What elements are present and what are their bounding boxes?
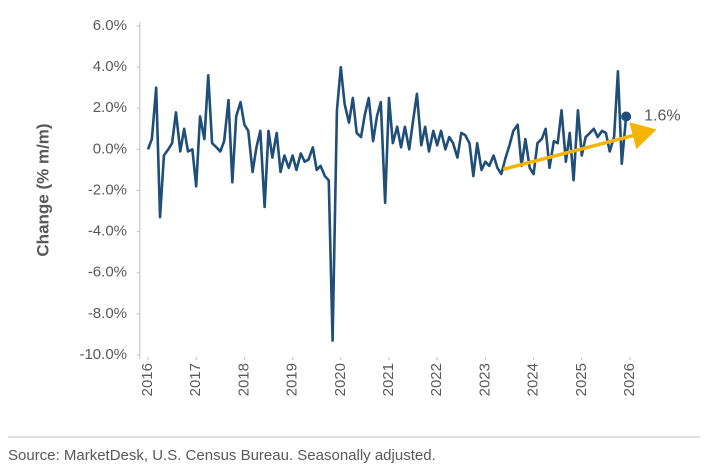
x-tick-label: 2016 — [139, 363, 156, 396]
x-tick-label: 2021 — [380, 363, 397, 396]
y-tick-label: -6.0% — [88, 264, 127, 281]
x-tick-label: 2026 — [621, 363, 638, 396]
y-tick-label: -4.0% — [88, 223, 127, 240]
x-tick-label: 2018 — [235, 363, 252, 396]
end-label: 1.6% — [644, 108, 680, 125]
x-tick-label: 2022 — [428, 363, 445, 396]
y-tick-label: 0.0% — [93, 140, 127, 157]
y-tick-label: 6.0% — [93, 17, 127, 34]
x-tick-label: 2023 — [476, 363, 493, 396]
source-note: Source: MarketDesk, U.S. Census Bureau. … — [8, 447, 436, 464]
end-point — [621, 111, 632, 122]
series-line — [146, 65, 628, 342]
x-tick-label: 2025 — [573, 363, 590, 396]
y-axis-label: Change (% m/m) — [33, 123, 52, 256]
y-tick-label: -2.0% — [88, 181, 127, 198]
trend-arrow — [502, 122, 657, 172]
y-tick-label: -8.0% — [88, 305, 127, 322]
x-tick-label: 2024 — [525, 363, 542, 396]
y-tick-label: 2.0% — [93, 99, 127, 116]
x-tick-label: 2017 — [187, 363, 204, 396]
y-tick-label: -10.0% — [79, 346, 127, 363]
x-tick-label: 2019 — [284, 363, 301, 396]
y-tick-label: 4.0% — [93, 58, 127, 75]
x-tick-label: 2020 — [332, 363, 349, 396]
